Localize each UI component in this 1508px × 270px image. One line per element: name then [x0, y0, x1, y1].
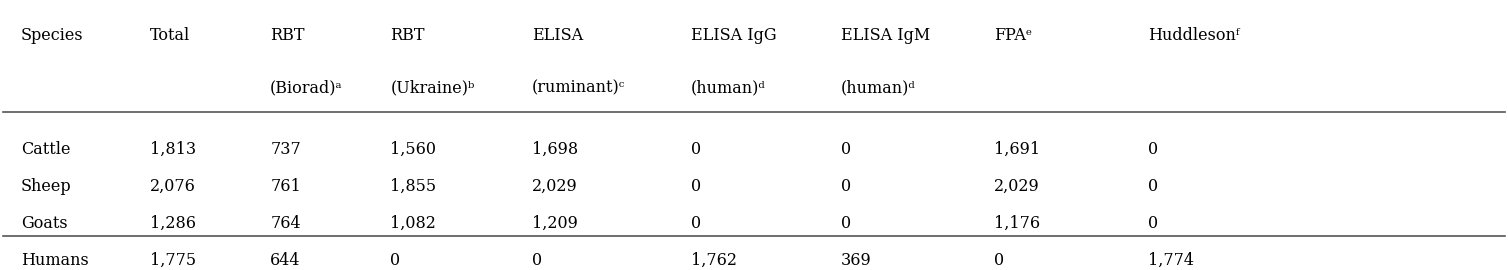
- Text: 1,691: 1,691: [994, 141, 1041, 158]
- Text: 1,560: 1,560: [391, 141, 436, 158]
- Text: 1,209: 1,209: [532, 215, 578, 232]
- Text: 764: 764: [270, 215, 300, 232]
- Text: 0: 0: [1148, 141, 1158, 158]
- Text: ELISA IgM: ELISA IgM: [841, 26, 930, 43]
- Text: 737: 737: [270, 141, 302, 158]
- Text: Species: Species: [21, 26, 83, 43]
- Text: Total: Total: [149, 26, 190, 43]
- Text: 2,029: 2,029: [994, 178, 1041, 195]
- Text: 1,775: 1,775: [149, 252, 196, 269]
- Text: Cattle: Cattle: [21, 141, 71, 158]
- Text: 644: 644: [270, 252, 300, 269]
- Text: ELISA IgG: ELISA IgG: [691, 26, 777, 43]
- Text: 0: 0: [841, 215, 852, 232]
- Text: Goats: Goats: [21, 215, 68, 232]
- Text: 0: 0: [391, 252, 401, 269]
- Text: 1,762: 1,762: [691, 252, 737, 269]
- Text: 761: 761: [270, 178, 302, 195]
- Text: 1,813: 1,813: [149, 141, 196, 158]
- Text: (ruminant)ᶜ: (ruminant)ᶜ: [532, 79, 624, 96]
- Text: 1,176: 1,176: [994, 215, 1041, 232]
- Text: 1,698: 1,698: [532, 141, 578, 158]
- Text: (human)ᵈ: (human)ᵈ: [841, 79, 915, 96]
- Text: RBT: RBT: [270, 26, 305, 43]
- Text: 1,855: 1,855: [391, 178, 436, 195]
- Text: 0: 0: [691, 215, 701, 232]
- Text: (human)ᵈ: (human)ᵈ: [691, 79, 766, 96]
- Text: Huddlesonᶠ: Huddlesonᶠ: [1148, 26, 1240, 43]
- Text: RBT: RBT: [391, 26, 425, 43]
- Text: ELISA: ELISA: [532, 26, 582, 43]
- Text: Sheep: Sheep: [21, 178, 71, 195]
- Text: 2,029: 2,029: [532, 178, 578, 195]
- Text: FPAᵉ: FPAᵉ: [994, 26, 1033, 43]
- Text: 1,774: 1,774: [1148, 252, 1194, 269]
- Text: 0: 0: [841, 178, 852, 195]
- Text: 0: 0: [691, 141, 701, 158]
- Text: 0: 0: [1148, 215, 1158, 232]
- Text: 0: 0: [1148, 178, 1158, 195]
- Text: 0: 0: [532, 252, 541, 269]
- Text: (Biorad)ᵃ: (Biorad)ᵃ: [270, 79, 342, 96]
- Text: (Ukraine)ᵇ: (Ukraine)ᵇ: [391, 79, 475, 96]
- Text: 1,286: 1,286: [149, 215, 196, 232]
- Text: Humans: Humans: [21, 252, 89, 269]
- Text: 0: 0: [691, 178, 701, 195]
- Text: 2,076: 2,076: [149, 178, 196, 195]
- Text: 0: 0: [841, 141, 852, 158]
- Text: 0: 0: [994, 252, 1004, 269]
- Text: 1,082: 1,082: [391, 215, 436, 232]
- Text: 369: 369: [841, 252, 872, 269]
